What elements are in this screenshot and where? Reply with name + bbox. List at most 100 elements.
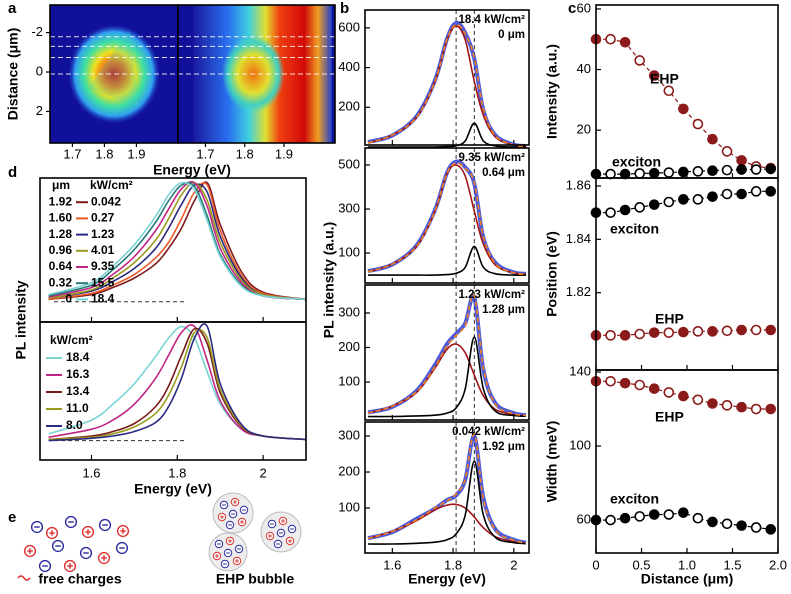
- data-point: [663, 327, 675, 338]
- data-point: [765, 524, 777, 535]
- x-tick-label: 1.8: [168, 465, 186, 480]
- diagram-caption: free charges: [38, 571, 121, 587]
- y-axis-label: Distance (μm): [5, 28, 21, 121]
- x-tick-label: 1.8: [444, 557, 462, 572]
- x-tick-label: 2: [259, 465, 266, 480]
- electron: [234, 544, 244, 554]
- data-point: [648, 167, 660, 179]
- spectrum-line: [48, 183, 307, 301]
- data-point: [678, 103, 689, 115]
- data-point: [721, 188, 733, 200]
- trend-line: [596, 38, 771, 169]
- data-point: [707, 191, 718, 202]
- y-axis-label: Width (meV): [544, 421, 560, 503]
- data-point: [648, 327, 660, 338]
- spectrum-line: [367, 503, 527, 545]
- spectrum-line: [367, 336, 527, 418]
- panel-label: d: [8, 164, 17, 181]
- hole: [23, 544, 37, 558]
- electron: [223, 548, 233, 558]
- x-tick-label: 2: [510, 557, 517, 572]
- y-tick-label: 100: [338, 373, 360, 388]
- data-point: [619, 512, 631, 524]
- y-tick-label: 20: [577, 122, 591, 137]
- legend-label: 18.4: [66, 350, 90, 364]
- y-tick-label: 200: [338, 99, 360, 114]
- spectrum-line: [368, 245, 527, 276]
- legend-header: μm: [52, 178, 70, 192]
- data-point: [765, 163, 777, 175]
- data-point: [678, 194, 689, 205]
- data-point: [692, 194, 704, 205]
- data-point: [707, 165, 718, 177]
- x-tick-label: 1.6: [383, 557, 401, 572]
- annotation: 0 μm: [498, 29, 525, 41]
- electron: [51, 539, 65, 553]
- data-point: [750, 164, 762, 175]
- data-point: [707, 133, 718, 145]
- y-tick-label: 140: [569, 363, 591, 378]
- hole: [278, 516, 288, 526]
- annotation: 9.35 kW/cm²: [459, 152, 526, 164]
- y-axis-label: PL intensity (a.u.): [321, 222, 337, 338]
- legend-label: 1.28: [49, 227, 73, 241]
- series-label: exciton: [610, 221, 659, 237]
- series-label: exciton: [612, 154, 661, 170]
- data-point: [750, 403, 762, 415]
- x-axis-label: Energy (eV): [408, 571, 486, 587]
- legend-label: 0.64: [49, 259, 73, 273]
- spectrum-line: [48, 324, 307, 441]
- y-tick-label: 100: [569, 437, 591, 452]
- electron: [225, 520, 235, 530]
- data-point: [605, 375, 616, 387]
- plot-frame: [595, 369, 779, 554]
- legend-label: 1.92: [49, 194, 73, 208]
- x-tick-label: 1.5: [723, 557, 741, 572]
- legend-label: 0: [65, 292, 72, 306]
- data-point: [692, 166, 704, 177]
- electron: [220, 559, 230, 569]
- legend-label: 16.3: [66, 367, 90, 381]
- annotation: 18.4 kW/cm²: [459, 14, 526, 26]
- data-point: [663, 509, 675, 520]
- y-tick-label: 60: [577, 0, 591, 15]
- x-tick-label: 1.0: [678, 557, 696, 572]
- spectrum-line: [367, 433, 527, 544]
- data-point: [619, 204, 631, 216]
- plot-frame: [39, 321, 307, 461]
- hole: [265, 531, 275, 541]
- electron: [214, 539, 224, 549]
- legend-label: 1.23: [91, 227, 115, 241]
- hole: [116, 524, 130, 538]
- data-point: [707, 516, 718, 528]
- spectrum-line: [367, 164, 527, 275]
- data-point: [619, 330, 631, 341]
- data-point: [619, 36, 631, 48]
- annotation: 1.28 μm: [482, 304, 525, 316]
- electron: [239, 505, 249, 515]
- data-point: [663, 85, 675, 97]
- data-point: [721, 325, 733, 337]
- hole: [285, 536, 295, 546]
- data-point: [721, 164, 733, 176]
- data-point: [678, 390, 689, 402]
- data-point: [750, 324, 762, 336]
- electron: [273, 539, 283, 549]
- x-axis-label: Energy (eV): [134, 481, 212, 497]
- data-point: [634, 379, 645, 391]
- electron: [98, 518, 112, 532]
- data-point: [678, 326, 689, 338]
- data-point: [634, 55, 645, 66]
- electron: [228, 509, 238, 519]
- data-point: [692, 326, 704, 337]
- data-point: [648, 383, 660, 394]
- legend-label: 15.5: [91, 275, 115, 289]
- data-point: [605, 33, 616, 45]
- spectrum-line: [48, 182, 307, 301]
- y-tick-label: -2: [31, 24, 43, 39]
- data-point: [736, 188, 747, 200]
- hole: [230, 497, 240, 507]
- data-point: [736, 155, 747, 166]
- data-point: [678, 166, 689, 178]
- y-tick-label: 400: [338, 59, 360, 74]
